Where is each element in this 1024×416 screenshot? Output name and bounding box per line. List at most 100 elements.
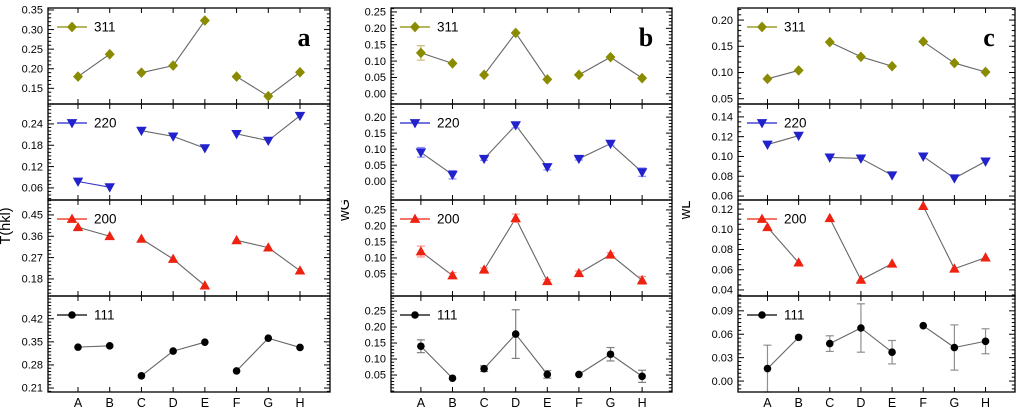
y-tick-label: 0.12 <box>712 131 733 143</box>
y-ticks <box>738 9 1015 100</box>
series-lines <box>420 124 643 176</box>
legend-label: 111 <box>437 308 458 323</box>
y-tick-label: 0.05 <box>365 72 386 84</box>
plot-frame <box>47 7 331 105</box>
point-a-200-A <box>72 221 84 232</box>
subplot-c-311: 0.05 0.10 0.15 0.20 311 c <box>712 7 1016 106</box>
subplot-b-220: 0.00 0.05 0.10 0.15 0.20 220 <box>365 103 673 201</box>
x-tick-label: G <box>606 396 616 410</box>
legend-a-111: 111 <box>57 308 115 323</box>
x-tick-labels: A B C D E F G H <box>417 396 647 410</box>
y-tick-labels: 0.15 0.20 0.25 0.30 0.35 <box>22 5 43 95</box>
x-tick-label: G <box>950 396 960 410</box>
point-c-111-H <box>981 337 990 346</box>
y-tick-label: 0.15 <box>712 41 733 53</box>
subplot-a-220: 0.06 0.12 0.18 0.24 220 <box>22 103 331 201</box>
y-tick-label: 0.24 <box>22 119 43 131</box>
legend-b-311: 311 <box>400 20 459 35</box>
point-a-111-C <box>137 372 146 380</box>
point-b-311-F <box>573 69 584 81</box>
x-ticks <box>420 296 643 392</box>
y-tick-labels: 0.18 0.27 0.36 0.45 <box>22 210 43 286</box>
point-b-220-E <box>542 163 553 173</box>
x-tick-label: B <box>448 396 456 410</box>
subplot-b-111: 0.05 0.10 0.15 0.20 0.25 111 A B C D E F G H <box>365 295 673 410</box>
series-points <box>417 330 646 383</box>
y-tick-labels: 0.05 0.10 0.15 0.20 0.25 <box>365 205 386 281</box>
plot-frame <box>390 199 673 297</box>
y-tick-label: 0.27 <box>22 252 43 264</box>
point-b-220-G <box>605 139 616 150</box>
y-tick-label: 0.00 <box>365 176 386 188</box>
legend-a-220: 220 <box>57 116 117 131</box>
series-points <box>72 111 306 193</box>
x-ticks <box>420 200 643 296</box>
point-b-311-H <box>637 72 648 84</box>
y-tick-label: 0.20 <box>365 112 386 124</box>
y-tick-label: 0.08 <box>712 244 733 256</box>
error-bars <box>416 121 647 180</box>
point-c-111-B <box>794 333 803 342</box>
point-a-111-A <box>74 343 82 351</box>
legend-label: 111 <box>784 308 805 323</box>
legend-marker-icon <box>66 213 78 223</box>
y-tick-label: 0.06 <box>22 183 43 195</box>
point-a-311-F <box>231 71 242 82</box>
x-tick-labels: A B C D E F G H <box>763 396 990 410</box>
point-b-311-D <box>510 27 521 39</box>
y-tick-label: 0.04 <box>712 285 733 297</box>
subplot-c-220: 0.06 0.08 0.10 0.12 0.14 220 <box>712 103 1016 203</box>
y-tick-labels: 0.21 0.28 0.35 0.42 <box>22 313 43 394</box>
point-c-200-H <box>980 252 991 262</box>
x-ticks <box>420 8 643 104</box>
y-tick-labels: 0.00 0.05 0.10 0.15 0.20 0.25 <box>365 7 386 101</box>
plot-frame <box>737 199 1016 297</box>
x-ticks <box>766 296 987 392</box>
y-tick-label: 0.28 <box>22 360 43 372</box>
point-b-311-G <box>605 51 616 63</box>
y-tick-labels: 0.05 0.10 0.15 0.20 0.25 <box>365 306 386 382</box>
x-tick-labels: A B C D E F G H <box>74 396 305 410</box>
y-tick-label: 0.05 <box>365 160 386 172</box>
series-lines <box>420 217 643 282</box>
point-b-220-C <box>478 154 490 165</box>
point-b-200-D <box>510 212 521 223</box>
point-b-220-A <box>415 148 427 158</box>
point-c-200-F <box>917 200 929 210</box>
x-tick-label: C <box>480 396 489 410</box>
series-lines <box>420 333 643 379</box>
series-points <box>762 200 991 284</box>
point-b-220-D <box>510 121 521 131</box>
point-c-311-E <box>887 60 898 72</box>
subplot-c-200: 0.04 0.06 0.08 0.10 0.12 200 <box>712 199 1016 297</box>
x-tick-label: H <box>981 396 990 410</box>
point-b-200-C <box>478 264 490 274</box>
point-b-311-C <box>479 69 490 81</box>
y-axis-title-b: wG <box>341 199 353 222</box>
x-tick-label: D <box>511 396 520 410</box>
point-b-311-B <box>447 58 458 69</box>
y-tick-label: 0.20 <box>365 322 386 334</box>
legend-label: 200 <box>784 212 807 227</box>
point-c-220-E <box>886 171 898 181</box>
x-tick-label: D <box>169 396 178 410</box>
plot-frame <box>390 295 673 393</box>
y-tick-labels: 0.06 0.08 0.10 0.12 0.14 <box>712 112 733 203</box>
series-lines <box>767 325 986 369</box>
x-tick-label: D <box>856 396 865 410</box>
x-tick-label: F <box>575 396 583 410</box>
point-c-200-B <box>793 257 804 267</box>
x-tick-label: E <box>543 396 551 410</box>
x-tick-label: G <box>263 396 273 410</box>
legend-c-220: 220 <box>747 116 807 131</box>
point-b-220-H <box>636 168 648 178</box>
y-tick-labels: 0.05 0.10 0.15 0.20 <box>712 15 733 106</box>
subplot-c-111: 0.00 0.03 0.06 0.09 111 A B C D E F G H <box>712 295 1016 410</box>
series-points <box>762 36 991 85</box>
point-c-311-C <box>824 36 835 48</box>
point-b-111-C <box>480 364 488 373</box>
point-a-111-B <box>105 342 114 350</box>
y-ticks <box>48 298 330 392</box>
legend-label: 111 <box>94 308 115 323</box>
